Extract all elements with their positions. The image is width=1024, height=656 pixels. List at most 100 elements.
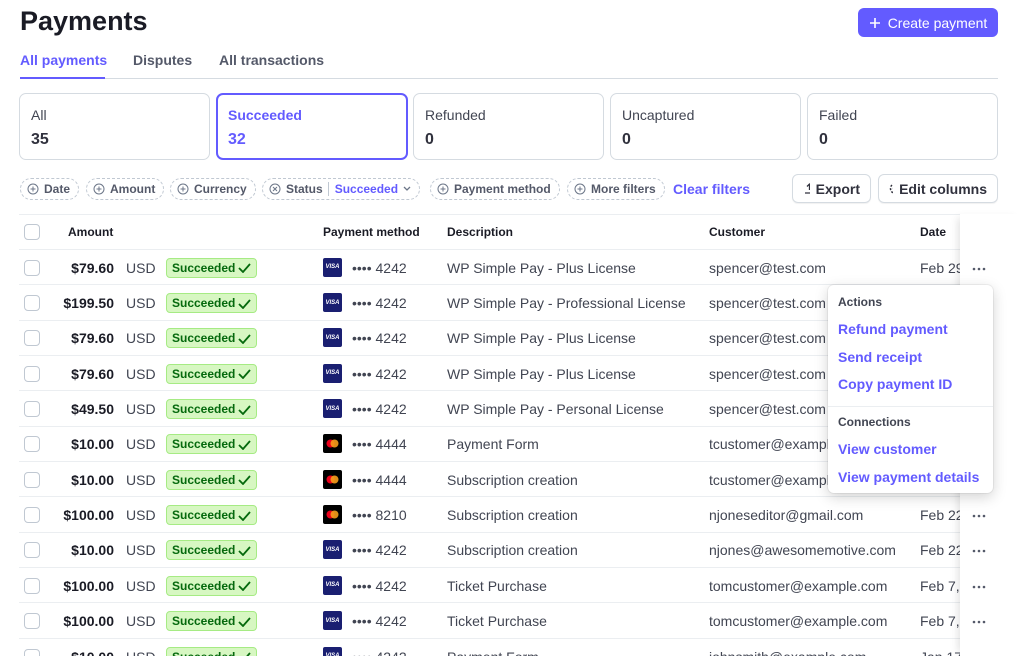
button-label: Create payment — [887, 14, 988, 31]
more-actions-button[interactable] — [972, 580, 986, 598]
context-menu: Actions Refund payment Send receipt Copy pa… — [828, 285, 993, 493]
column-header[interactable]: Date — [920, 225, 947, 239]
row-checkbox[interactable] — [24, 507, 40, 524]
mastercard-logo — [326, 439, 339, 448]
currency: USD — [126, 613, 156, 630]
menu-item[interactable]: Send receipt — [838, 348, 923, 365]
card-count: 32 — [228, 131, 246, 148]
status-card[interactable]: Failed 0 — [807, 93, 998, 160]
payment-row[interactable]: $79.60 USD Succeeded VISA •••• 4242 WP Simple… — [19, 321, 998, 357]
filter-label: Currency — [194, 182, 247, 196]
card-brand-icon — [323, 469, 342, 489]
row-checkbox[interactable] — [24, 471, 40, 488]
menu-item[interactable]: Copy payment ID — [838, 376, 953, 393]
create-payment-button[interactable]: Create payment — [858, 8, 998, 37]
filter-chip[interactable]: Currency — [170, 178, 256, 200]
more-actions-button[interactable] — [972, 615, 986, 633]
action-button[interactable]: Export — [792, 174, 871, 203]
card-last4: •••• 8210 — [352, 507, 407, 524]
payment-row[interactable]: $49.50 USD Succeeded VISA •••• 4242 WP Simple… — [19, 391, 998, 427]
menu-item[interactable]: View payment details — [838, 468, 980, 485]
action-button[interactable]: Edit columns — [878, 174, 998, 203]
select-all-checkbox[interactable] — [24, 224, 40, 240]
payment-row[interactable]: $199.50 USD Succeeded VISA •••• 4242 WP Simpl… — [19, 285, 998, 321]
status-badge: Succeeded — [166, 399, 258, 420]
payment-row[interactable]: $100.00 USD Succeeded VISA •••• 4242 Ticket P… — [19, 604, 998, 639]
more-actions-button[interactable] — [972, 509, 986, 527]
status-text: Succeeded — [172, 508, 236, 523]
check-icon — [238, 617, 252, 627]
currency: USD — [126, 471, 156, 488]
currency: USD — [126, 295, 156, 312]
amount: $79.60 — [71, 365, 114, 382]
tab[interactable]: All transactions — [219, 52, 325, 68]
payment-row[interactable]: $100.00 USD Succeeded •••• 8210 Subscription… — [19, 497, 998, 533]
payment-row[interactable]: $79.60 USD Succeeded VISA •••• 4242 WP Simple… — [19, 250, 998, 286]
row-checkbox[interactable] — [24, 613, 40, 630]
row-checkbox[interactable] — [24, 330, 40, 347]
column-header[interactable]: Amount — [68, 225, 114, 239]
card-count: 35 — [31, 131, 49, 148]
card-last4: •••• 4444 — [352, 471, 407, 488]
currency: USD — [126, 577, 156, 594]
filter-chip[interactable]: Amount — [86, 178, 165, 200]
payment-row[interactable]: $10.00 USD Succeeded VISA •••• 4242 Subscript… — [19, 533, 998, 569]
card-last4: •••• 4242 — [352, 259, 407, 276]
status-badge: Succeeded — [166, 505, 258, 526]
check-icon — [238, 369, 252, 380]
row-checkbox[interactable] — [24, 401, 40, 418]
payment-row[interactable]: $79.60 USD Succeeded VISA •••• 4242 WP Simple… — [19, 356, 998, 392]
status-text: Succeeded — [172, 437, 236, 452]
status-card[interactable]: Uncaptured 0 — [610, 93, 801, 160]
filter-chip[interactable]: Status Succeeded — [262, 178, 421, 200]
filter-chip[interactable]: Payment method — [430, 178, 560, 200]
status-card[interactable]: All 35 — [19, 93, 210, 160]
card-count: 0 — [622, 131, 631, 148]
card-label: All — [31, 107, 47, 123]
status-card[interactable]: Succeeded 32 — [216, 93, 408, 160]
tab[interactable]: All payments — [20, 52, 108, 68]
tab[interactable]: Disputes — [133, 52, 193, 68]
menu-item[interactable]: Refund payment — [838, 321, 948, 337]
amount: $100.00 — [63, 507, 114, 524]
status-text: Succeeded — [172, 296, 236, 311]
clear-filters-link[interactable]: Clear filters — [673, 181, 751, 197]
row-checkbox[interactable] — [24, 295, 40, 312]
currency: USD — [126, 259, 156, 276]
row-checkbox[interactable] — [24, 648, 40, 656]
ellipsis-icon — [972, 585, 986, 589]
status-text: Succeeded — [172, 650, 235, 656]
customer: spencer@test.com — [709, 330, 826, 347]
more-actions-button[interactable] — [972, 544, 986, 562]
check-icon — [238, 546, 252, 556]
row-checkbox[interactable] — [24, 365, 40, 382]
amount: $10.00 — [71, 436, 114, 453]
check-icon — [238, 475, 252, 486]
tabs-divider — [20, 78, 998, 79]
filter-chip[interactable]: Date — [20, 178, 80, 200]
status-badge: Succeeded — [166, 540, 258, 561]
more-actions-button[interactable] — [972, 262, 986, 280]
column-header[interactable]: Customer — [709, 225, 766, 239]
filter-label: Date — [44, 182, 71, 196]
more-actions-button[interactable] — [972, 651, 986, 656]
status-badge: Succeeded — [166, 646, 258, 656]
card-label: Failed — [819, 107, 858, 123]
row-checkbox[interactable] — [24, 542, 40, 559]
card-label: Succeeded — [228, 107, 302, 123]
card-brand-icon: VISA — [323, 257, 342, 277]
row-checkbox[interactable] — [24, 259, 40, 276]
column-header[interactable]: Description — [447, 225, 514, 239]
filter-label: Status — [286, 182, 323, 196]
payment-row[interactable]: $100.00 USD Succeeded VISA •••• 4242 Ticket P… — [19, 568, 998, 604]
row-checkbox[interactable] — [24, 436, 40, 453]
row-checkbox[interactable] — [24, 577, 40, 594]
card-last4: •••• 4444 — [352, 436, 407, 453]
column-header[interactable]: Payment method — [323, 225, 420, 239]
status-badge: Succeeded — [166, 611, 258, 632]
status-card[interactable]: Refunded 0 — [413, 93, 604, 160]
card-brand-icon: VISA — [323, 363, 342, 383]
menu-item[interactable]: View customer — [838, 441, 937, 458]
filter-chip[interactable]: More filters — [567, 178, 665, 200]
